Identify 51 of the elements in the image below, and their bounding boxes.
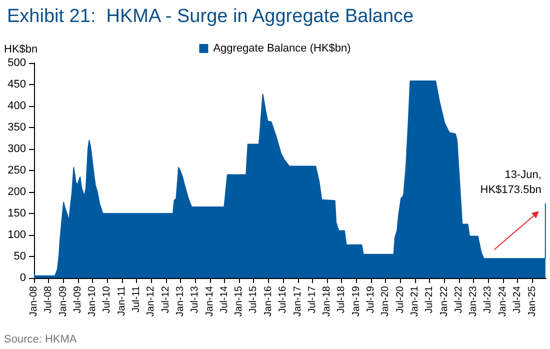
x-tick-label: Jan-08 [28,286,40,317]
y-tick-label: 450 [8,78,26,90]
y-axis-title: HK$bn [4,44,38,56]
y-tick-label: 300 [8,143,26,155]
x-tick-label: Jul-16 [278,286,289,314]
y-tick-label: 0 [20,272,26,284]
x-tick-label: Jul-24 [512,286,524,314]
x-tick-label: Jan-12 [146,286,157,317]
source-note: Source: HKMA [4,334,78,346]
x-tick-label: Jul-22 [453,286,464,314]
y-tick-label: 200 [8,186,26,198]
x-tick-label: Jul-18 [336,286,348,314]
chart-title: Exhibit 21: HKMA - Surge in Aggregate Balance [7,6,414,27]
legend-label: Aggregate Balance (HK$bn) [213,42,351,54]
x-tick-label: Jul-11 [130,286,142,312]
x-tick-label: Jan-20 [380,286,392,317]
x-tick-label: Jan-09 [58,286,69,317]
x-tick-label: Jul-08 [43,286,54,314]
y-tick-label: 150 [8,208,26,220]
x-tick-label: Jul-14 [218,286,230,314]
x-tick-label: Jan-24 [497,286,508,317]
x-tick-label: Jan-22 [438,286,450,317]
y-tick-label: 400 [8,100,26,112]
x-tick-label: Jul-09 [72,286,84,314]
x-tick-label: Jul-10 [102,286,113,314]
x-tick-label: Jan-16 [262,286,274,317]
x-tick-label: Jul-12 [160,286,172,314]
x-tick-label: Jan-15 [234,286,245,317]
x-tick-label: Jan-10 [87,286,98,317]
x-tick-label: Jan-21 [410,286,421,317]
x-tick-label: Jan-14 [204,286,216,317]
y-tick-label: 50 [14,250,26,262]
y-tick-label: 350 [8,122,26,134]
y-tick-label: 500 [8,57,26,69]
x-tick-label: Jul-23 [482,286,494,314]
x-tick-label: Jan-13 [175,286,186,317]
annotation: 13-Jun, HK$173.5bn [480,168,542,196]
x-tick-label: Jan-11 [116,286,128,316]
x-tick-label: Jul-19 [365,286,376,314]
x-tick-label: Jan-23 [468,286,480,317]
x-tick-label: Jan-17 [292,286,304,317]
y-tick-label: 250 [8,164,26,176]
y-tick-label: 100 [8,229,26,241]
x-tick-label: Jul-17 [306,286,318,314]
x-tick-label: Jan-25 [526,286,538,317]
x-tick-label: Jan-19 [350,286,362,317]
x-tick-label: Jul-20 [394,286,406,314]
x-tick-label: Jul-15 [248,286,260,314]
x-tick-label: Jul-21 [424,286,436,314]
x-tick-label: Jan-18 [322,286,333,317]
x-tick-label: Jul-13 [190,286,201,314]
